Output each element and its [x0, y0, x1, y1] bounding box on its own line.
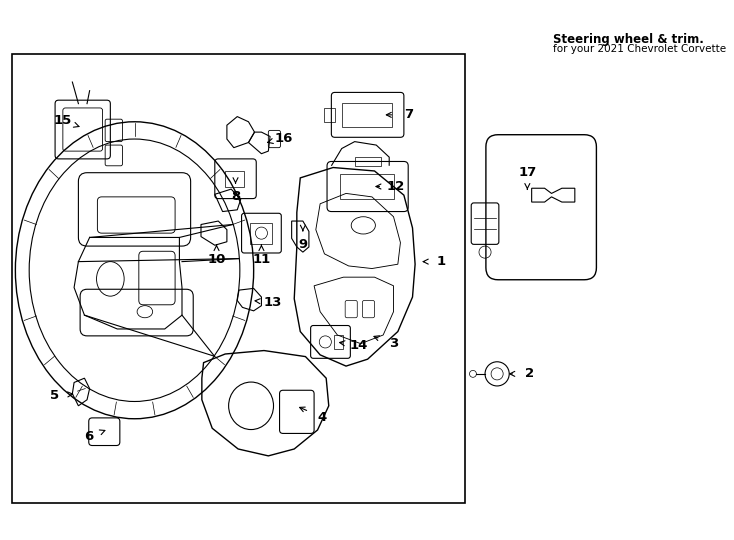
Bar [342, 103, 392, 127]
Text: 6: 6 [84, 430, 93, 443]
Text: 8: 8 [231, 191, 240, 204]
Text: 1: 1 [437, 255, 446, 268]
Text: 5: 5 [50, 389, 59, 402]
Bar [355, 157, 380, 166]
Bar [12, 55, 465, 503]
Text: for your 2021 Chevrolet Corvette: for your 2021 Chevrolet Corvette [553, 44, 727, 53]
Text: 7: 7 [404, 109, 413, 122]
Text: 11: 11 [252, 253, 271, 266]
Text: 3: 3 [389, 337, 398, 350]
Bar [334, 335, 343, 349]
Text: 15: 15 [54, 114, 72, 127]
Bar [225, 171, 244, 186]
Text: Steering wheel & trim.: Steering wheel & trim. [553, 33, 704, 46]
Text: 4: 4 [317, 410, 327, 423]
Bar [340, 174, 393, 199]
Text: 12: 12 [387, 180, 405, 193]
Text: 13: 13 [264, 296, 282, 309]
Bar [250, 223, 272, 245]
Text: 9: 9 [298, 238, 308, 251]
Text: 17: 17 [518, 166, 537, 179]
Text: 10: 10 [207, 253, 226, 266]
Text: 2: 2 [525, 367, 534, 380]
Bar [324, 108, 335, 122]
Text: 16: 16 [275, 132, 293, 145]
Text: 14: 14 [350, 339, 368, 352]
